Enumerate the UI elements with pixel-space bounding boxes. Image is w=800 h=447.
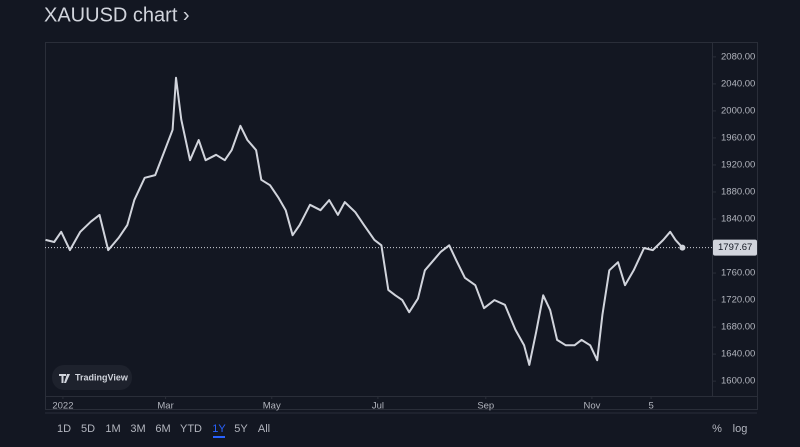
range-button[interactable]: 1Y	[212, 423, 226, 435]
x-tick-label: Sep	[477, 401, 494, 412]
range-button[interactable]: 3M	[130, 423, 145, 435]
y-tick-label: 1720.00	[721, 295, 755, 306]
x-tick-label: Mar	[157, 401, 173, 412]
brand-name: TradingView	[75, 372, 129, 382]
x-tick-label: 2022	[52, 401, 73, 412]
last-price-box	[713, 239, 757, 256]
brand-logo	[59, 374, 70, 383]
chart-title[interactable]: XAUUSD chart ›	[44, 4, 190, 26]
range-button[interactable]: 6M	[155, 423, 170, 435]
range-button[interactable]: YTD	[180, 423, 202, 435]
y-tick-label: 1640.00	[721, 349, 755, 360]
y-tick-label: 1680.00	[721, 322, 755, 333]
last-price-label: 1797.67	[718, 242, 752, 253]
y-tick-label: 1600.00	[721, 376, 755, 387]
scale-option[interactable]: log	[733, 423, 748, 435]
y-tick-label: 1960.00	[721, 132, 755, 143]
range-button[interactable]: All	[258, 423, 270, 435]
last-point	[679, 244, 686, 251]
scale-option[interactable]: %	[712, 423, 722, 435]
x-tick-label: Jul	[372, 401, 384, 412]
range-button[interactable]: 1D	[57, 423, 71, 435]
brand-badge[interactable]	[52, 365, 132, 390]
y-tick-label: 1880.00	[721, 186, 755, 197]
x-tick-label: Nov	[583, 401, 600, 412]
range-button[interactable]: 1M	[105, 423, 120, 435]
x-tick-label: 5	[648, 401, 653, 412]
range-button[interactable]: 5Y	[234, 423, 248, 435]
y-tick-label: 1760.00	[721, 268, 755, 279]
price-line	[45, 76, 684, 366]
y-tick-label: 1840.00	[721, 214, 755, 225]
chart-pane	[45, 42, 758, 410]
y-tick-label: 2040.00	[721, 78, 755, 89]
y-tick-label: 2080.00	[721, 51, 755, 62]
y-tick-label: 2000.00	[721, 105, 755, 116]
x-tick-label: May	[263, 401, 281, 412]
y-tick-label: 1920.00	[721, 159, 755, 170]
range-button[interactable]: 5D	[81, 423, 95, 435]
